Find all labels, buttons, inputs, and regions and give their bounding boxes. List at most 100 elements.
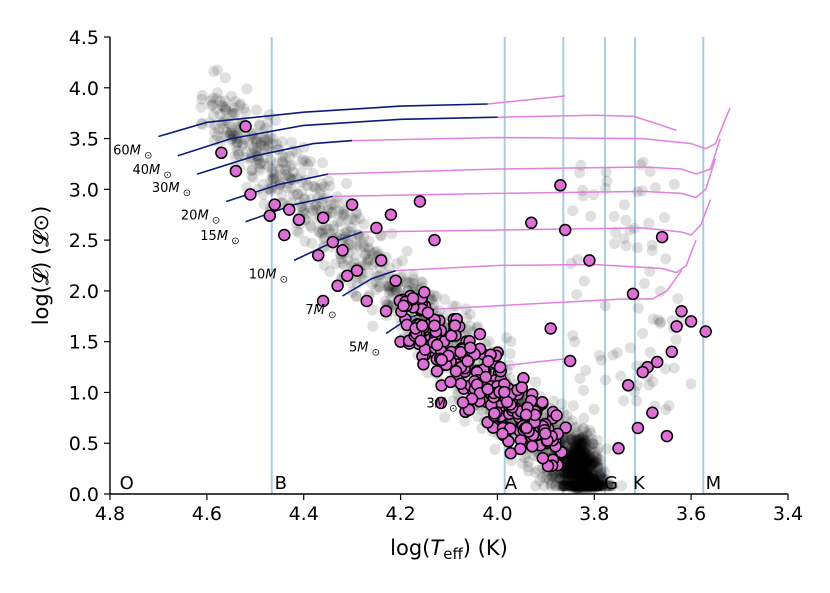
- background-star: [563, 469, 575, 481]
- background-star: [575, 480, 587, 492]
- background-star: [581, 480, 593, 492]
- background-star: [219, 95, 231, 107]
- background-star: [654, 317, 666, 329]
- background-star: [354, 213, 366, 225]
- highlighted-star: [379, 304, 393, 318]
- background-star: [580, 480, 592, 492]
- background-star: [371, 270, 383, 282]
- background-star: [601, 175, 613, 187]
- background-star: [207, 109, 219, 121]
- background-star: [577, 456, 589, 468]
- background-star: [569, 441, 581, 453]
- background-star: [578, 448, 590, 460]
- background-star: [581, 457, 593, 468]
- background-star: [565, 447, 577, 458]
- background-star: [564, 479, 576, 491]
- background-star: [284, 160, 296, 172]
- background-star: [575, 440, 587, 452]
- background-star: [575, 480, 587, 492]
- background-star: [587, 457, 598, 469]
- background-star: [291, 225, 303, 237]
- background-star: [570, 450, 582, 461]
- highlighted-star: [612, 442, 625, 455]
- background-star: [581, 480, 593, 492]
- background-star: [571, 480, 583, 492]
- background-star: [298, 141, 310, 153]
- background-star: [585, 480, 596, 492]
- background-star: [588, 460, 600, 471]
- spectral-class-label: B: [275, 473, 287, 494]
- background-star: [335, 216, 347, 228]
- background-star: [225, 90, 237, 102]
- highlighted-star: [316, 294, 330, 308]
- background-star: [523, 456, 535, 468]
- background-star: [241, 83, 253, 95]
- background-star: [286, 159, 298, 171]
- background-star: [569, 481, 581, 493]
- background-star: [611, 347, 623, 359]
- background-star: [246, 170, 258, 182]
- background-star: [580, 435, 592, 447]
- background-star: [567, 455, 579, 467]
- background-star: [567, 462, 579, 474]
- background-star: [591, 450, 603, 462]
- background-star: [405, 276, 417, 288]
- background-star: [574, 453, 586, 465]
- background-star: [283, 150, 295, 162]
- background-star: [569, 477, 581, 488]
- background-star: [558, 480, 570, 492]
- background-star: [572, 432, 584, 444]
- mass-label: 30M ⊙: [152, 181, 191, 199]
- background-star: [583, 478, 595, 490]
- background-star: [570, 478, 582, 489]
- background-star: [575, 431, 587, 443]
- highlighted-star: [559, 421, 572, 434]
- background-star: [565, 453, 577, 465]
- background-star: [568, 451, 580, 463]
- background-star: [284, 171, 296, 183]
- background-star: [570, 472, 582, 483]
- background-star: [228, 102, 240, 114]
- background-star: [251, 151, 263, 163]
- background-star: [577, 190, 589, 202]
- background-star: [592, 453, 604, 465]
- background-star: [220, 104, 232, 116]
- background-star: [215, 135, 227, 147]
- background-star: [580, 480, 592, 492]
- background-star: [576, 471, 587, 483]
- background-star: [597, 477, 609, 489]
- background-star: [272, 183, 284, 195]
- background-star: [274, 177, 286, 189]
- background-star: [566, 483, 578, 495]
- highlighted-star: [397, 299, 410, 313]
- background-star: [582, 458, 594, 470]
- background-star: [595, 354, 607, 366]
- y-tick-label: 0.0: [69, 484, 99, 506]
- background-star: [570, 483, 582, 495]
- background-star: [581, 448, 593, 460]
- background-star: [589, 480, 601, 492]
- background-star: [578, 423, 590, 435]
- background-star: [593, 480, 605, 492]
- x-tick-label: 4.0: [482, 503, 512, 525]
- background-star: [624, 342, 636, 354]
- background-star: [637, 328, 649, 339]
- background-star: [581, 480, 593, 492]
- background-star: [597, 473, 609, 485]
- background-star: [571, 468, 583, 480]
- background-star: [576, 457, 588, 469]
- background-star: [226, 108, 238, 120]
- background-star: [579, 480, 591, 492]
- background-star: [238, 103, 250, 115]
- background-star: [367, 248, 378, 260]
- highlighted-star: [435, 353, 448, 367]
- background-star: [585, 480, 597, 492]
- background-star: [566, 454, 578, 466]
- background-star: [280, 169, 291, 181]
- background-star: [218, 123, 230, 135]
- background-star: [589, 480, 601, 492]
- background-star: [566, 454, 578, 466]
- background-star: [262, 134, 274, 146]
- background-star: [342, 253, 354, 265]
- background-star: [251, 132, 263, 144]
